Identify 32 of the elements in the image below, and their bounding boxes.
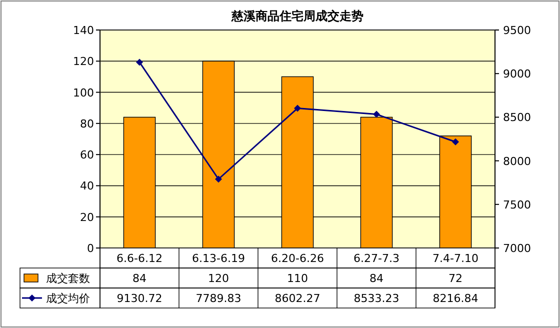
y-tick-label: 20	[80, 210, 94, 224]
x-tick-label: 7.4-7.10	[432, 252, 478, 265]
y-tick-label: 40	[80, 180, 94, 193]
x-tick-label: 6.13-6.19	[192, 252, 245, 265]
data-label: 8602.27	[274, 292, 320, 305]
x-tick-label: 6.20-6.26	[271, 252, 324, 265]
data-label: 8216.84	[432, 292, 478, 305]
legend-label: 成交均价	[46, 292, 90, 305]
y-tick-label: 60	[80, 148, 94, 162]
y-tick-label: 100	[73, 86, 94, 100]
data-label: 9130.72	[116, 292, 162, 305]
data-label: 8533.23	[354, 292, 400, 305]
y2-tick-label: 8500	[503, 111, 531, 124]
y2-tick-label: 9500	[503, 24, 531, 37]
chart-title: 慈溪商品住宅周成交走势	[230, 9, 364, 23]
legend-label: 成交套数	[46, 272, 90, 285]
y-tick-label: 80	[80, 117, 94, 130]
data-label: 120	[208, 272, 229, 285]
x-tick-label: 6.27-7.3	[354, 252, 400, 265]
y-tick-label: 120	[73, 55, 94, 68]
data-label: 7789.83	[196, 292, 242, 305]
data-label: 110	[287, 272, 308, 285]
y-tick-label: 140	[73, 24, 94, 37]
y2-tick-label: 7000	[503, 242, 531, 255]
data-label: 72	[448, 272, 462, 285]
x-tick-label: 6.6-6.12	[116, 252, 162, 265]
y2-tick-label: 7500	[503, 198, 531, 212]
y-tick-label: 0	[87, 242, 94, 255]
y2-tick-label: 8000	[503, 154, 531, 168]
data-label: 84	[132, 272, 146, 285]
y2-tick-label: 9000	[503, 68, 531, 81]
data-label: 84	[370, 272, 384, 285]
